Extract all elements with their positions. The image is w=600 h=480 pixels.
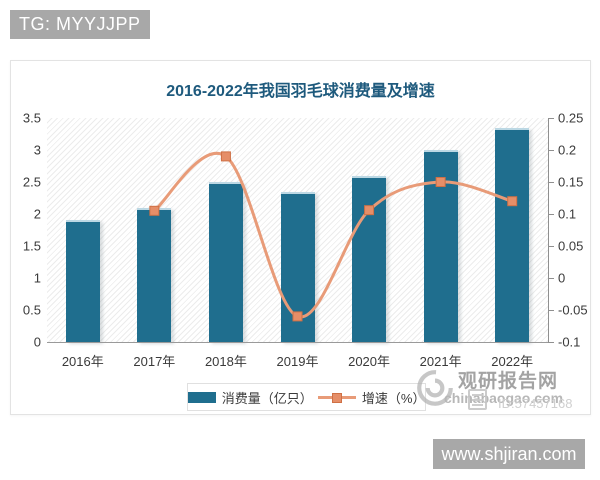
- x-tick-2020年: 2020年: [348, 354, 391, 369]
- bar-2016年: [65, 220, 100, 342]
- y-left-tick-1: 1: [33, 270, 41, 286]
- x-axis-line: [47, 342, 549, 343]
- y-right-tick-0.05: 0.05: [558, 238, 584, 254]
- bar-2020年: [352, 175, 387, 342]
- tg-contact-badge: TG: MYYJJPP: [10, 10, 150, 39]
- watermark-block: 观研报告网 chinabaogao.com ID:57457168: [406, 363, 586, 413]
- plot-canvas: [47, 118, 548, 342]
- growth-marker-4: [364, 205, 375, 216]
- y-right-tickmark: [548, 342, 554, 343]
- y-right-tickmark: [548, 246, 554, 247]
- x-tick-2019年: 2019年: [276, 354, 319, 369]
- y-right-tick-0.15: 0.15: [558, 174, 584, 190]
- legend: 消费量（亿只） 增速（%）: [187, 383, 426, 411]
- growth-marker-3: [292, 311, 303, 322]
- legend-bar-swatch: [188, 391, 216, 403]
- y-left-tick-1.5: 1.5: [22, 238, 41, 254]
- legend-line-swatch: [318, 392, 357, 403]
- watermark-site-name: 观研报告网: [458, 371, 559, 392]
- growth-marker-2: [220, 151, 231, 162]
- y-right-tick-0.1: 0.1: [558, 206, 577, 222]
- x-tick-2017年: 2017年: [133, 354, 176, 369]
- y-left-tick-2.5: 2.5: [22, 174, 41, 190]
- plot-region: 0 0.5 1 1.5 2 2.5 3 3.5 -0.1 -0.05 0 0.05 0.1 0.15 0.…: [11, 111, 592, 370]
- y-right-tickmark: [548, 278, 554, 279]
- site-url-badge: www.shjiran.com: [433, 439, 585, 469]
- y-right-tickmark: [548, 118, 554, 119]
- x-tick-2021年: 2021年: [419, 354, 462, 369]
- bar-2022年: [495, 127, 530, 342]
- legend-bar-label: 消费量（亿只）: [221, 390, 313, 406]
- y-right-tickmark: [548, 182, 554, 183]
- watermark-id: ID:57457168: [498, 396, 573, 411]
- y-right-tickmark: [548, 214, 554, 215]
- y-right-tickmark: [548, 150, 554, 151]
- watermark-domain: chinabaogao.com: [444, 390, 564, 406]
- y-left-tick-0.5: 0.5: [22, 302, 41, 318]
- x-tick-2022年: 2022年: [491, 354, 534, 369]
- y-right-tick--0.1: -0.1: [558, 334, 581, 350]
- y-left-tick-0: 0: [33, 334, 41, 350]
- bar-2018年: [208, 182, 243, 342]
- watermark-seal-icon: [468, 389, 487, 410]
- growth-marker-5: [435, 177, 446, 187]
- y-right-tickmark: [548, 310, 554, 311]
- y-left-tick-3.5: 3.5: [22, 110, 41, 126]
- growth-marker-6: [507, 196, 518, 207]
- growth-line: [152, 151, 514, 319]
- x-tick-2016年: 2016年: [61, 354, 104, 369]
- growth-marker-1: [149, 205, 160, 216]
- bar-2017年: [137, 207, 172, 342]
- y-left-tick-2: 2: [33, 206, 41, 222]
- y-left-tick-3: 3: [33, 142, 41, 158]
- chart-title: 2016-2022年我国羽毛球消费量及增速: [166, 83, 435, 100]
- y-right-tick--0.05: -0.05: [558, 302, 588, 318]
- legend-line-label: 增速（%）: [361, 390, 426, 406]
- chart-card: 2016-2022年我国羽毛球消费量及增速 0 0.5 1 1.5 2 2.5 3 3.5 -…: [10, 60, 591, 415]
- y-right-tick-0.2: 0.2: [558, 142, 577, 158]
- growth-line-chart: [149, 151, 518, 322]
- y-right-tick-0: 0: [558, 270, 566, 286]
- y-axis-right-line: [548, 118, 549, 342]
- y-right-tick-0.25: 0.25: [558, 110, 584, 126]
- x-tick-2018年: 2018年: [204, 354, 247, 369]
